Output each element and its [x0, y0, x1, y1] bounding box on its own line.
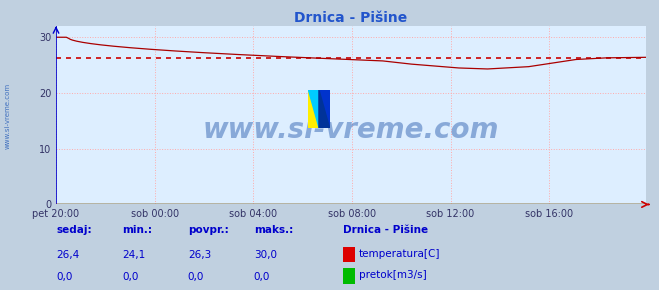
- Text: Drnica - Pišine: Drnica - Pišine: [343, 225, 428, 235]
- Text: 24,1: 24,1: [122, 250, 145, 260]
- Text: 0,0: 0,0: [254, 272, 270, 282]
- Text: 0,0: 0,0: [122, 272, 138, 282]
- Text: pretok[m3/s]: pretok[m3/s]: [359, 270, 427, 280]
- Text: povpr.:: povpr.:: [188, 225, 229, 235]
- Polygon shape: [319, 90, 330, 128]
- Text: min.:: min.:: [122, 225, 152, 235]
- Bar: [308, 90, 319, 128]
- Text: www.si-vreme.com: www.si-vreme.com: [5, 83, 11, 149]
- Polygon shape: [319, 90, 330, 128]
- Text: sedaj:: sedaj:: [56, 225, 92, 235]
- Title: Drnica - Pišine: Drnica - Pišine: [295, 11, 407, 25]
- Text: maks.:: maks.:: [254, 225, 293, 235]
- Polygon shape: [308, 90, 319, 128]
- Text: 0,0: 0,0: [56, 272, 72, 282]
- Text: 26,4: 26,4: [56, 250, 79, 260]
- Text: 30,0: 30,0: [254, 250, 277, 260]
- Text: 0,0: 0,0: [188, 272, 204, 282]
- Text: 26,3: 26,3: [188, 250, 211, 260]
- Text: temperatura[C]: temperatura[C]: [359, 249, 441, 259]
- Text: www.si-vreme.com: www.si-vreme.com: [203, 115, 499, 144]
